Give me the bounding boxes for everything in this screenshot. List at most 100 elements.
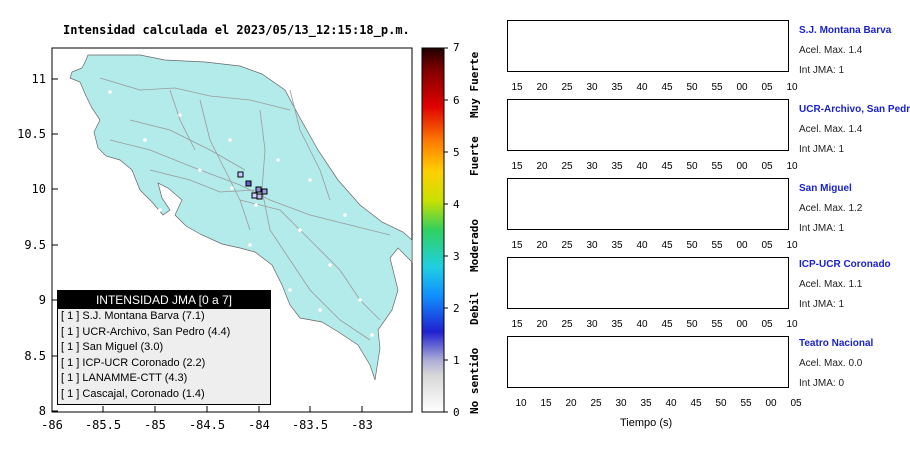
station-info: ICP-UCR Coronado Acel. Max. 1.1 Int JMA:… (799, 259, 910, 310)
trace-tick-label: 20 (536, 319, 548, 330)
trace-tick-label: 35 (611, 161, 623, 172)
time-axis-label: Tiempo (s) (620, 417, 673, 429)
map-x-tick-label: -84 (248, 418, 270, 432)
trace-time-ticks: 15 20 25 30 35 40 45 50 55 00 05 10 (507, 82, 797, 94)
trace-tick-label: 40 (636, 82, 648, 93)
station-info: San Miguel Acel. Max. 1.2 Int JMA: 1 (799, 183, 910, 234)
costa-rica-land (69, 54, 413, 381)
trace-tick-label: 45 (661, 240, 673, 251)
trace-panel (507, 257, 789, 309)
trace-tick-label: 55 (740, 398, 752, 409)
colorbar-tick: 6 (453, 94, 460, 107)
colorbar-tick: 0 (453, 406, 460, 419)
map-y-tick-label: 9 (38, 293, 46, 307)
trace-tick-label: 20 (565, 398, 577, 409)
trace-tick-label: 05 (761, 240, 773, 251)
trace-tick-label: 55 (711, 240, 723, 251)
trace-tick-label: 20 (536, 82, 548, 93)
trace-time-ticks: 15 20 25 30 35 40 45 50 55 00 05 10 (507, 161, 797, 173)
trace-tick-label: 00 (736, 161, 748, 172)
trace-tick-label: 15 (511, 240, 523, 251)
trace-tick-label: 25 (590, 398, 602, 409)
trace-tick-label: 00 (736, 82, 748, 93)
map-y-tick-label: 8.5 (24, 349, 46, 363)
trace-tick-label: 55 (711, 82, 723, 93)
trace-tick-label: 50 (686, 82, 698, 93)
map-x-tick-label: -85.5 (84, 418, 122, 432)
trace-tick-label: 00 (765, 398, 777, 409)
trace-tick-label: 00 (736, 319, 748, 330)
map-title: Intensidad calculada el 2023/05/13_12:15… (63, 23, 410, 37)
colorbar-label-moderado: Moderado (468, 219, 481, 272)
trace-tick-label: 55 (711, 161, 723, 172)
map-y-tick-label: 10 (31, 182, 46, 196)
map-y-tick-label: 10.5 (17, 127, 46, 141)
trace-tick-label: 10 (786, 82, 798, 93)
trace-tick-label: 30 (586, 319, 598, 330)
station-name[interactable]: S.J. Montana Barva (799, 25, 892, 36)
colorbar (421, 47, 445, 413)
trace-tick-label: 50 (686, 161, 698, 172)
trace-tick-label: 05 (761, 161, 773, 172)
trace-tick-label: 45 (690, 398, 702, 409)
trace-tick-label: 25 (561, 82, 573, 93)
trace-tick-label: 25 (561, 161, 573, 172)
trace-tick-label: 35 (640, 398, 652, 409)
road-network (99, 77, 391, 341)
colorbar-tick: 5 (453, 146, 460, 159)
trace-tick-label: 10 (786, 319, 798, 330)
trace-tick-label: 20 (536, 240, 548, 251)
trace-tick-label: 25 (561, 319, 573, 330)
trace-tick-label: 35 (611, 240, 623, 251)
colorbar-tick: 2 (453, 302, 460, 315)
colorbar-tick: 3 (453, 250, 460, 263)
trace-tick-label: 45 (661, 319, 673, 330)
station-info: S.J. Montana Barva Acel. Max. 1.4 Int JM… (799, 25, 910, 76)
trace-tick-label: 10 (786, 240, 798, 251)
station-jma: Int JMA: 1 (799, 223, 845, 234)
map-y-tick-label: 8 (38, 404, 46, 418)
station-accel: Acel. Max. 1.4 (799, 124, 863, 135)
trace-tick-label: 30 (586, 161, 598, 172)
legend-row: [ 1 ] S.J. Montana Barva (7.1) (61, 310, 205, 322)
intensity-legend: INTENSIDAD JMA [0 a 7] [ 1 ] S.J. Montan… (57, 290, 271, 405)
trace-tick-label: 15 (540, 398, 552, 409)
map-x-tick-label: -84.5 (188, 418, 226, 432)
trace-tick-label: 50 (715, 398, 727, 409)
trace-tick-label: 30 (586, 240, 598, 251)
trace-tick-label: 20 (536, 161, 548, 172)
trace-tick-label: 05 (790, 398, 802, 409)
trace-tick-label: 40 (636, 240, 648, 251)
legend-row: [ 1 ] Cascajal, Coronado (1.4) (61, 387, 205, 400)
legend-row: [ 1 ] UCR-Archivo, San Pedro (4.4) (61, 325, 231, 338)
trace-tick-label: 05 (761, 319, 773, 330)
trace-tick-label: 50 (686, 319, 698, 330)
trace-tick-label: 45 (661, 82, 673, 93)
station-name[interactable]: San Miguel (799, 183, 852, 194)
trace-tick-label: 40 (636, 161, 648, 172)
trace-tick-label: 10 (786, 161, 798, 172)
trace-tick-label: 15 (511, 161, 523, 172)
trace-tick-label: 00 (736, 240, 748, 251)
station-accel: Acel. Max. 1.4 (799, 45, 863, 56)
trace-time-ticks: 15 20 25 30 35 40 45 50 55 00 05 10 (507, 319, 797, 331)
trace-tick-label: 50 (686, 240, 698, 251)
trace-tick-label: 10 (515, 398, 527, 409)
colorbar-label-muy-fuerte: Muy Fuerte (468, 51, 481, 118)
colorbar-tick: 1 (453, 354, 460, 367)
station-name[interactable]: Teatro Nacional (799, 338, 874, 349)
station-name[interactable]: ICP-UCR Coronado (799, 259, 891, 270)
station-jma: Int JMA: 1 (799, 144, 845, 155)
trace-tick-label: 30 (586, 82, 598, 93)
trace-tick-label: 30 (615, 398, 627, 409)
trace-tick-label: 35 (611, 82, 623, 93)
trace-tick-label: 55 (711, 319, 723, 330)
trace-tick-label: 35 (611, 319, 623, 330)
colorbar-label-fuerte: Fuerte (468, 136, 481, 176)
trace-panel (507, 99, 789, 151)
map-x-tick-label: -83.5 (291, 418, 329, 432)
colorbar-tick: 4 (453, 198, 460, 211)
colorbar-tick: 7 (453, 41, 460, 54)
trace-tick-label: 40 (665, 398, 677, 409)
station-name[interactable]: UCR-Archivo, San Pedro (799, 104, 910, 115)
